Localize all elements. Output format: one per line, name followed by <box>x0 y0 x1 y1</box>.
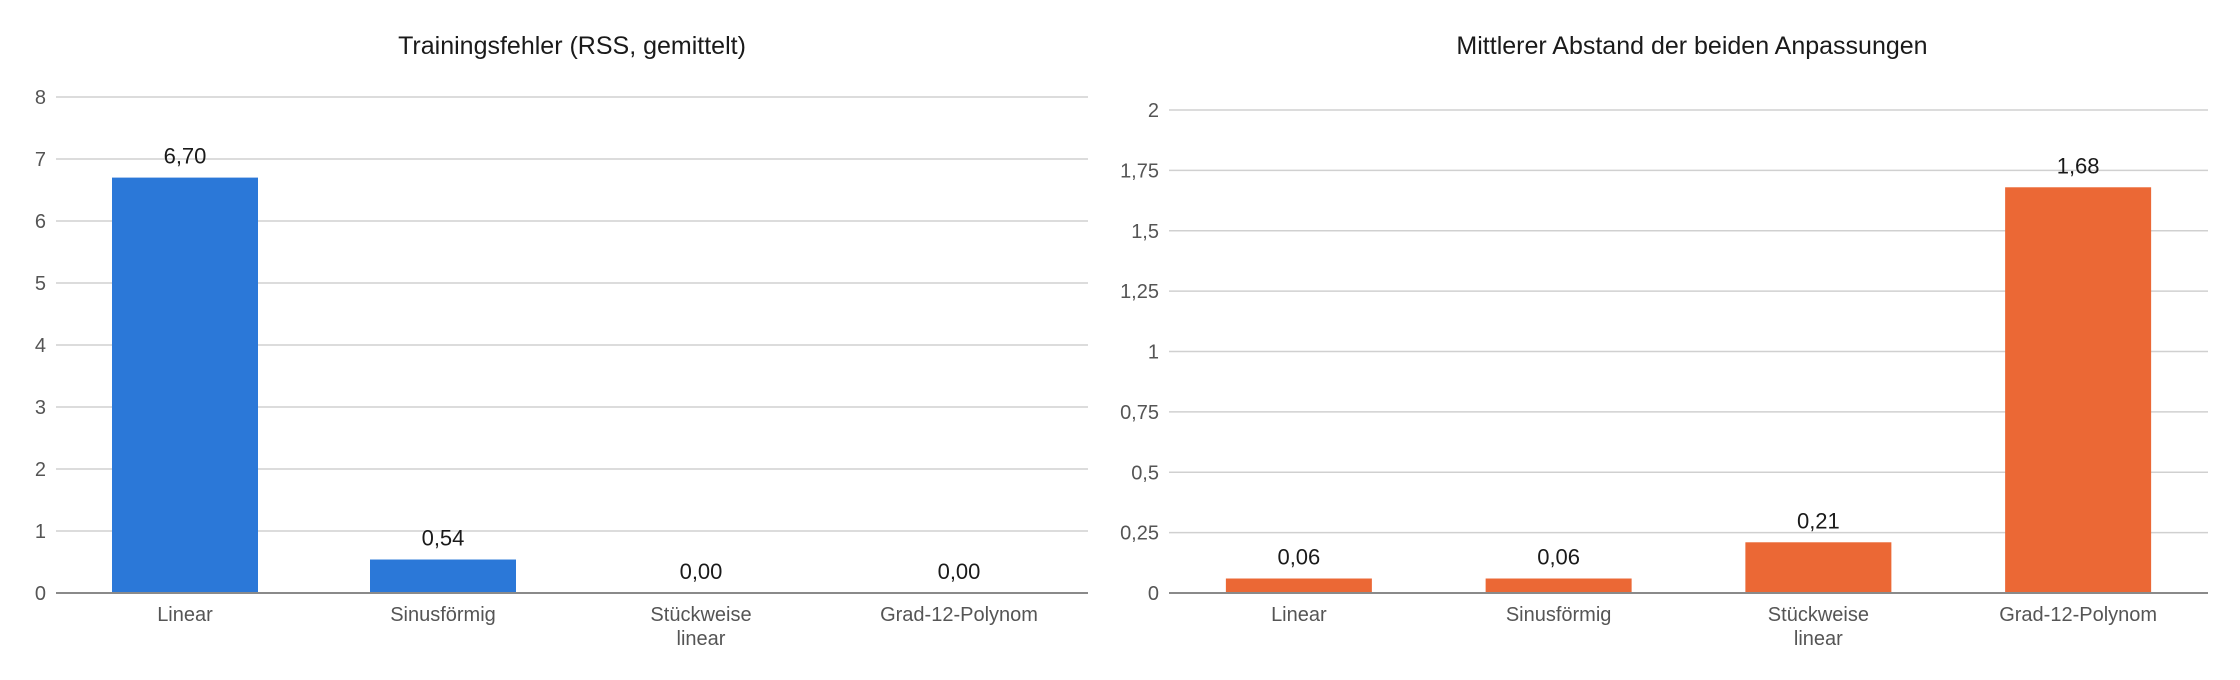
x-tick-label: Stückweise <box>1768 604 1869 626</box>
data-label: 0,54 <box>422 526 465 551</box>
y-tick-label: 0 <box>35 583 46 605</box>
data-label: 0,06 <box>1277 545 1320 570</box>
x-tick-label: Linear <box>1271 604 1327 626</box>
y-tick-label: 3 <box>35 397 46 419</box>
x-tick-label: Sinusförmig <box>390 604 496 626</box>
y-tick-label: 5 <box>35 273 46 295</box>
chart-mean-distance: Mittlerer Abstand der beiden Anpassungen… <box>1120 32 2208 650</box>
x-tick-label: Grad-12-Polynom <box>880 604 1038 626</box>
y-tick-label: 1,25 <box>1120 281 1159 303</box>
bar <box>1225 578 1372 593</box>
y-tick-label: 1 <box>1148 342 1159 364</box>
chart-title: Mittlerer Abstand der beiden Anpassungen <box>1456 32 1927 60</box>
x-tick-label: linear <box>1794 628 1843 650</box>
chart-title: Trainingsfehler (RSS, gemittelt) <box>398 32 746 60</box>
y-tick-label: 6 <box>35 211 46 233</box>
y-tick-label: 0,5 <box>1131 462 1159 484</box>
y-tick-label: 8 <box>35 87 46 109</box>
data-label: 0,00 <box>680 559 723 584</box>
y-tick-label: 1,75 <box>1120 160 1159 182</box>
chart-training-error: Trainingsfehler (RSS, gemittelt) 0 1 2 3 4 5 6 7… <box>35 32 1088 650</box>
y-tick-label: 0,75 <box>1120 402 1159 424</box>
data-label: 0,06 <box>1537 545 1580 570</box>
data-label: 6,70 <box>164 144 207 169</box>
y-tick-label: 1 <box>35 521 46 543</box>
bar <box>370 559 516 593</box>
y-tick-label: 4 <box>35 335 46 357</box>
y-tick-label: 1,5 <box>1131 221 1159 243</box>
y-tick-label: 7 <box>35 149 46 171</box>
x-tick-label: Grad-12-Polynom <box>1999 604 2157 626</box>
bar <box>1485 578 1632 593</box>
x-tick-label: linear <box>677 628 726 650</box>
data-label: 1,68 <box>2057 153 2100 178</box>
y-tick-label: 0,25 <box>1120 523 1159 545</box>
y-tick-label: 2 <box>35 459 46 481</box>
bar <box>112 177 258 593</box>
x-tick-label: Linear <box>157 604 213 626</box>
y-tick-label: 0 <box>1148 583 1159 605</box>
x-tick-label: Stückweise <box>650 604 751 626</box>
bar <box>1745 542 1892 593</box>
x-tick-label: Sinusförmig <box>1506 604 1612 626</box>
data-label: 0,21 <box>1797 508 1840 533</box>
bar <box>2005 187 2152 593</box>
data-label: 0,00 <box>938 559 981 584</box>
y-tick-label: 2 <box>1148 100 1159 122</box>
